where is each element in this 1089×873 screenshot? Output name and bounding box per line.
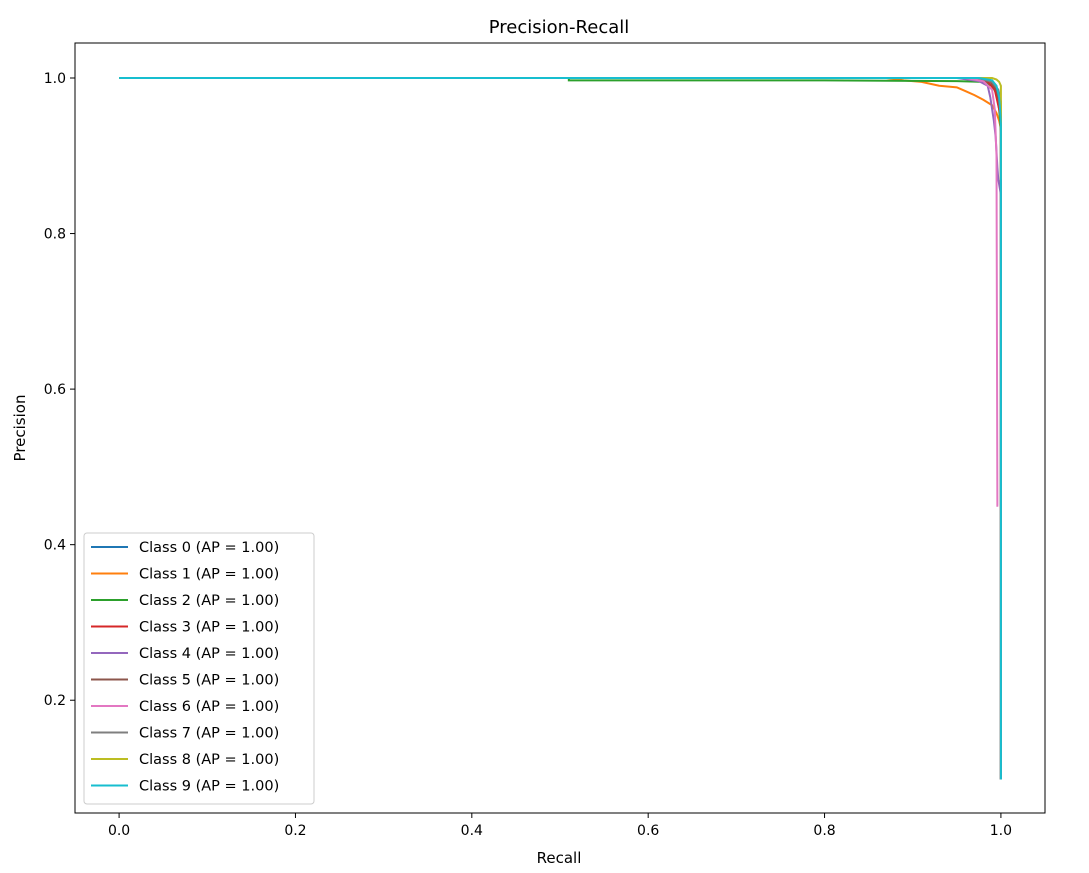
x-axis: 0.0 0.2 0.4 0.6 0.8 1.0: [108, 813, 1012, 839]
series-layer: [119, 77, 1002, 780]
y-tick-label: 0.4: [44, 538, 66, 554]
y-tick-label: 0.6: [44, 382, 66, 398]
x-tick-label: 0.0: [108, 823, 130, 839]
y-tick-label: 1.0: [44, 71, 66, 87]
legend: Class 0 (AP = 1.00) Class 1 (AP = 1.00) Cl…: [83, 532, 315, 805]
y-axis: 0.2 0.4 0.6 0.8 1.0: [44, 71, 75, 709]
legend-box: [83, 532, 315, 805]
legend-label: Class 3 (AP = 1.00): [139, 620, 279, 636]
y-axis-label: Precision: [11, 395, 29, 462]
axes-frame: [74, 42, 1046, 814]
y-tick-label: 0.8: [44, 227, 66, 243]
legend-label: Class 8 (AP = 1.00): [139, 752, 279, 768]
legend-label: Class 2 (AP = 1.00): [139, 593, 279, 609]
y-tick-label: 0.2: [44, 693, 66, 709]
x-tick-label: 1.0: [990, 823, 1012, 839]
series-line-class-9: [119, 77, 1002, 780]
x-tick-label: 0.6: [637, 823, 659, 839]
x-tick-label: 0.4: [461, 823, 483, 839]
legend-label: Class 9 (AP = 1.00): [139, 779, 279, 795]
legend-label: Class 1 (AP = 1.00): [139, 567, 279, 583]
legend-label: Class 7 (AP = 1.00): [139, 726, 279, 742]
x-tick-label: 0.8: [813, 823, 835, 839]
legend-label: Class 5 (AP = 1.00): [139, 673, 279, 689]
chart-title: Precision-Recall: [489, 17, 630, 38]
x-tick-label: 0.2: [284, 823, 306, 839]
legend-label: Class 6 (AP = 1.00): [139, 699, 279, 715]
legend-label: Class 0 (AP = 1.00): [139, 540, 279, 556]
legend-label: Class 4 (AP = 1.00): [139, 646, 279, 662]
x-axis-label: Recall: [537, 849, 582, 867]
